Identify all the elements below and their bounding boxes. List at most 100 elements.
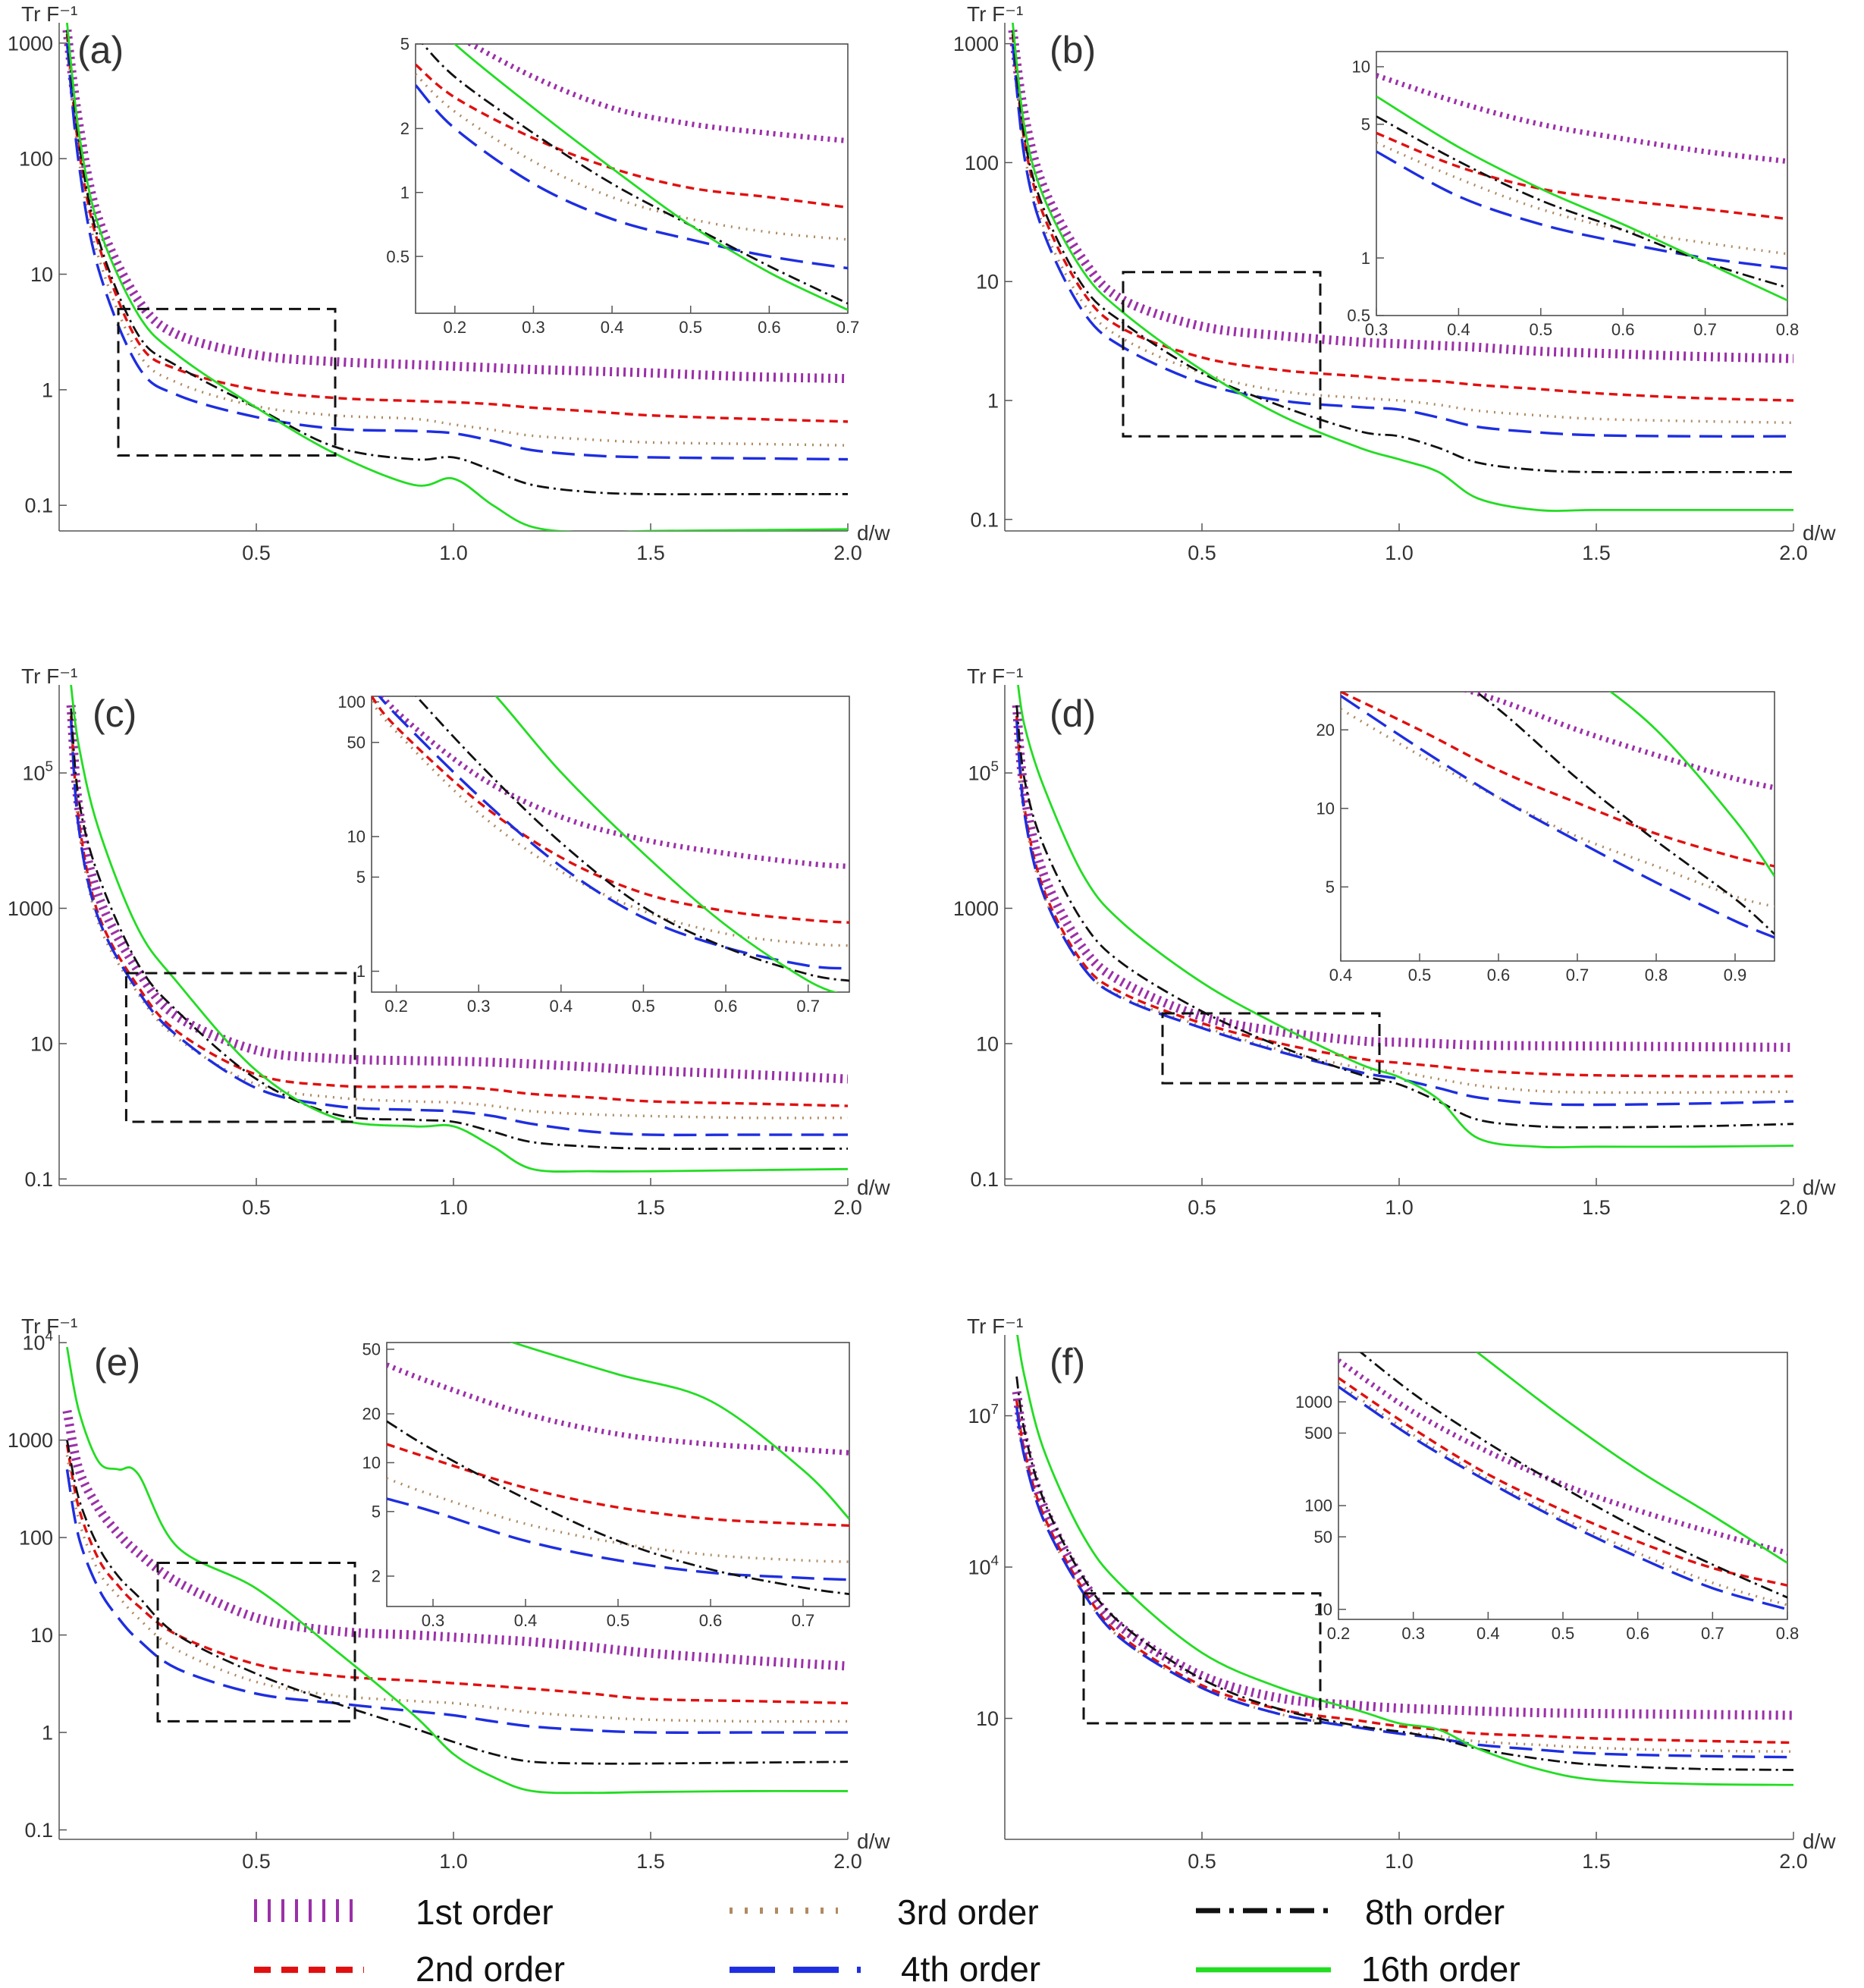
panel-a-main-series-4th-order: [65, 42, 848, 461]
panel-d-inset-curves: [1341, 692, 1775, 939]
panel-e-inset-x-tick-label-0: 0.3: [422, 1611, 445, 1630]
panel-a-main-y-tick-label-4: 1000: [8, 32, 53, 55]
panels-layer: 0.5 1.0 1.5 2.0 0.1 1 10 100 1000 Tr F⁻¹ d/w (a) 0.2…: [8, 2, 1836, 1873]
panel-b-inset-x-tick-label-3: 0.6: [1611, 320, 1635, 339]
panel-f-main-x-tick-label-3: 2.0: [1779, 1850, 1808, 1873]
panel-f-main-series-16th-order: [1016, 1335, 1793, 1786]
legend-label-8th-order: 8th order: [1365, 1892, 1505, 1932]
panel-e-inset-frame: [386, 1342, 850, 1607]
panel-e-main-y-tick-label-2: 10: [30, 1624, 53, 1647]
panel-f-main-curves: [1012, 1335, 1793, 1786]
panel-f-main-series-4th-order: [1015, 1406, 1793, 1759]
panel-a-main-x-tick-label-3: 2.0: [833, 542, 862, 564]
panel-f-label: (f): [1050, 1341, 1085, 1383]
panel-f-inset-series-16th-order: [1475, 1352, 1787, 1564]
panel-d-inset-x-tick-label-2: 0.6: [1487, 966, 1511, 985]
panel-c-main-x-tick-label-3: 2.0: [833, 1196, 862, 1219]
panel-d-inset-x-tick-label-5: 0.9: [1724, 966, 1747, 985]
panel-b-main-series-8th-order: [1012, 30, 1793, 474]
panel-f-inset-series-4th-order: [1338, 1385, 1787, 1611]
panel-b-inset-series-3rd-order: [1376, 141, 1787, 256]
panel-f-inset-y-tick-label-1: 50: [1314, 1528, 1332, 1547]
panel-a-inset-x-tick-label-5: 0.7: [836, 318, 860, 337]
panel-e-inset-series-2nd-order: [387, 1443, 849, 1527]
panel-e-main-series-4th-order: [65, 1469, 848, 1734]
panel-b-main-y-tick-label-0: 0.1: [970, 508, 999, 531]
panel-c-inset-series-1st-order: [379, 696, 849, 869]
panel-b-y-axis-title: Tr F⁻¹: [967, 2, 1023, 26]
panel-b-inset-y-tick-label-1: 1: [1361, 249, 1370, 268]
panel-b: 0.5 1.0 1.5 2.0 0.1 1 10 100 1000 Tr F⁻¹ d/w (b) 0.3…: [953, 2, 1836, 564]
panel-a-inset-series-4th-order: [416, 84, 848, 270]
panel-f-main-y-tick-label-1: 104: [968, 1553, 999, 1578]
panel-a-inset-y-tick-label-0: 0.5: [386, 247, 410, 266]
legend-label-3rd-order: 3rd order: [897, 1892, 1039, 1932]
panel-b-main-series-1st-order: [1008, 29, 1793, 363]
panel-d-x-axis-title: d/w: [1803, 1176, 1836, 1199]
panel-c-inset-x-tick-label-5: 0.7: [796, 997, 820, 1016]
panel-e-x-axis-title: d/w: [857, 1829, 890, 1853]
panel-b-main-series-4th-order: [1011, 43, 1793, 438]
panel-e-main-curves: [62, 1346, 848, 1795]
panel-e-inset-series-1st-order: [387, 1362, 849, 1456]
panel-d-label: (d): [1050, 693, 1096, 735]
panel-f-main-series-2nd-order: [1015, 1400, 1793, 1745]
panel-b-inset-series-1st-order: [1376, 73, 1787, 165]
panel-d-inset-x-tick-label-3: 0.7: [1566, 966, 1589, 985]
panel-c-inset-y-tick-label-0: 1: [356, 962, 366, 981]
panel-e-inset-x-tick-label-2: 0.5: [607, 1611, 630, 1630]
panel-a: 0.5 1.0 1.5 2.0 0.1 1 10 100 1000 Tr F⁻¹ d/w (a) 0.2…: [8, 2, 890, 564]
legend-label-2nd-order: 2nd order: [416, 1949, 565, 1988]
panel-d-inset-series-4th-order: [1341, 695, 1775, 939]
panel-c-inset-x-tick-label-2: 0.4: [550, 997, 573, 1016]
panel-e-y-axis-title: Tr F⁻¹: [21, 1314, 77, 1338]
panel-e-inset-y-tick-label-4: 50: [362, 1340, 381, 1359]
panel-d-main-series-3rd-order: [1015, 720, 1793, 1094]
panel-c-main-y-tick-label-2: 1000: [8, 897, 53, 920]
panel-d-main-y-tick-label-3: 105: [968, 758, 999, 784]
panel-d-main-y-tick-label-1: 10: [976, 1032, 999, 1055]
panel-a-x-axis-title: d/w: [857, 521, 890, 545]
panel-d-inset-x-tick-label-0: 0.4: [1329, 966, 1353, 985]
panel-f-inset-curves: [1338, 1352, 1787, 1611]
panel-f-main-x-tick-label-2: 1.5: [1582, 1850, 1611, 1873]
panel-c-main-series-3rd-order: [69, 720, 848, 1120]
panel-d-main-y-tick-label-2: 1000: [953, 897, 999, 920]
panel-d-main-series-2nd-order: [1015, 715, 1793, 1078]
panel-f-inset-x-tick-label-2: 0.4: [1476, 1624, 1500, 1643]
panel-e-main-series-2nd-order: [65, 1444, 848, 1705]
panel-a-inset-y-tick-label-3: 5: [400, 35, 410, 54]
panel-c-main-series-4th-order: [69, 720, 848, 1137]
panel-c-main-series-2nd-order: [69, 715, 848, 1107]
panel-e-inset-y-tick-label-3: 20: [362, 1405, 381, 1424]
panel-d-main-curves: [1012, 685, 1793, 1149]
panel-b-main-curves: [1008, 23, 1793, 512]
panel-e-inset-x-tick-label-4: 0.7: [792, 1611, 815, 1630]
panel-c-inset-x-tick-label-0: 0.2: [384, 997, 408, 1016]
panel-b-inset-series-2nd-order: [1376, 131, 1787, 221]
panel-a-main-y-tick-label-0: 0.1: [24, 495, 53, 517]
panel-b-inset-x-tick-label-0: 0.3: [1365, 320, 1389, 339]
panel-a-label: (a): [77, 29, 124, 71]
panel-d-inset-x-tick-label-4: 0.8: [1645, 966, 1668, 985]
panel-e-main-y-tick-label-4: 1000: [8, 1429, 53, 1452]
panel-a-inset-series-8th-order: [422, 44, 848, 305]
panel-b-inset-curves: [1376, 73, 1787, 302]
panel-d-main-x-tick-label-2: 1.5: [1582, 1196, 1611, 1219]
panel-e-main-series-3rd-order: [65, 1455, 848, 1723]
panel-b-inset-x-tick-label-5: 0.8: [1776, 320, 1800, 339]
panel-e-main-y-tick-label-3: 100: [19, 1527, 53, 1550]
panel-b-main-y-tick-label-4: 1000: [953, 33, 999, 55]
panel-d-main-x-tick-label-0: 0.5: [1188, 1196, 1216, 1219]
panel-e-label: (e): [94, 1341, 140, 1383]
panel-a-zoom-box: [117, 307, 337, 457]
panel-a-main-y-tick-label-3: 100: [19, 148, 53, 171]
panel-d-main-series-1st-order: [1012, 705, 1793, 1052]
panel-d-inset-series-8th-order: [1474, 692, 1775, 935]
panel-a-main-curves: [62, 23, 848, 531]
panel-f-inset-y-tick-label-4: 1000: [1295, 1393, 1332, 1412]
panel-b-main-y-tick-label-1: 1: [987, 389, 999, 412]
panel-f-inset-y-tick-label-0: 10: [1314, 1600, 1332, 1619]
panel-b-main-y-tick-label-3: 100: [965, 152, 999, 174]
